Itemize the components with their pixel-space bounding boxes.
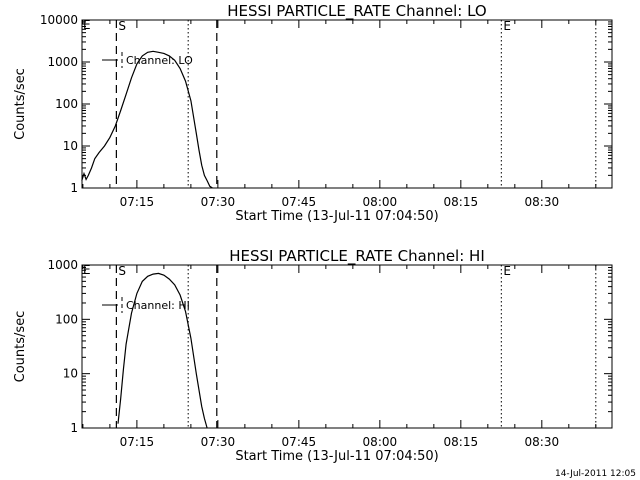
y-axis-label: Counts/sec <box>13 311 28 383</box>
y-axis-label: Counts/sec <box>13 68 28 140</box>
y-tick-label: 1 <box>70 181 78 195</box>
panel-hi: HESSI PARTICLE_RATE Channel: HI Start Ti… <box>13 247 613 464</box>
x-tick-label: 08:30 <box>525 435 560 449</box>
y-tick-label: 100 <box>55 312 78 326</box>
y-tick-label: 1000 <box>47 55 78 69</box>
x-tick-label: 07:30 <box>201 435 236 449</box>
frame-e-mark: E <box>83 18 91 32</box>
end-marker-label: E <box>503 264 511 278</box>
y-tick-label: 100 <box>55 97 78 111</box>
series-line <box>81 50 213 189</box>
series-line <box>117 272 208 429</box>
x-tick-label: 07:15 <box>120 435 155 449</box>
start-marker-label: S <box>118 19 126 33</box>
plot-frame <box>81 264 613 429</box>
chart-title: HESSI PARTICLE_RATE Channel: LO <box>227 2 486 21</box>
y-tick-label: 10 <box>63 139 78 153</box>
start-marker-label: S <box>118 264 126 278</box>
x-tick-label: 07:15 <box>120 195 155 209</box>
y-tick-label: 1000 <box>47 258 78 272</box>
x-axis-label: Start Time (13-Jul-11 07:04:50) <box>235 449 438 464</box>
x-tick-label: 08:15 <box>444 195 479 209</box>
x-tick-label: 08:00 <box>363 435 398 449</box>
x-tick-label: 08:00 <box>363 195 398 209</box>
frame-e-mark: E <box>83 263 91 277</box>
y-tick-label: 10000 <box>40 13 78 27</box>
y-tick-label: 1 <box>70 421 78 435</box>
x-tick-label: 07:45 <box>282 195 317 209</box>
x-tick-label: 08:30 <box>525 195 560 209</box>
panel-lo: HESSI PARTICLE_RATE Channel: LO Start Ti… <box>13 2 613 224</box>
end-marker-label: E <box>503 19 511 33</box>
x-tick-label: 08:15 <box>444 435 479 449</box>
footer-timestamp: 14-Jul-2011 12:05 <box>555 469 636 479</box>
x-tick-label: 07:45 <box>282 435 317 449</box>
chart-title: HESSI PARTICLE_RATE Channel: HI <box>229 247 485 266</box>
legend-label: Channel: HI <box>126 299 190 312</box>
y-tick-label: 10 <box>63 367 78 381</box>
x-tick-label: 07:30 <box>201 195 236 209</box>
x-axis-label: Start Time (13-Jul-11 07:04:50) <box>235 209 438 224</box>
